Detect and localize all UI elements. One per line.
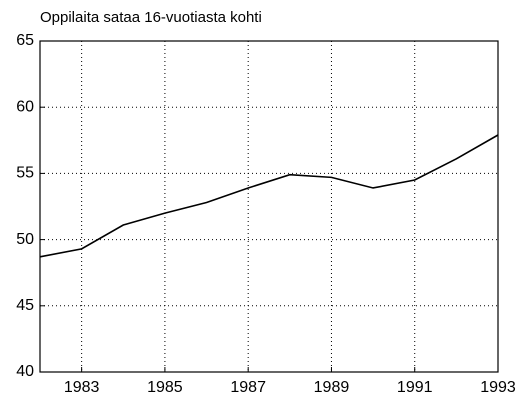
x-tick-label: 1991	[397, 379, 433, 396]
y-tick-label: 65	[16, 32, 34, 49]
y-tick-label: 40	[16, 363, 34, 380]
plot-frame	[39, 40, 499, 373]
line	[39, 134, 499, 258]
x-tick-label: 1987	[230, 379, 266, 396]
y-tick-label: 50	[16, 231, 34, 248]
y-tick-label: 60	[16, 98, 34, 115]
x-tick-label: 1983	[64, 379, 100, 396]
x-tick-label: 1993	[480, 379, 516, 396]
chart-title: Oppilaita sataa 16-vuotiasta kohti	[40, 9, 262, 26]
x-tick-label: 1989	[314, 379, 350, 396]
y-tick-label: 55	[16, 165, 34, 182]
x-tick-label: 1985	[147, 379, 183, 396]
y-tick-label: 45	[16, 297, 34, 314]
